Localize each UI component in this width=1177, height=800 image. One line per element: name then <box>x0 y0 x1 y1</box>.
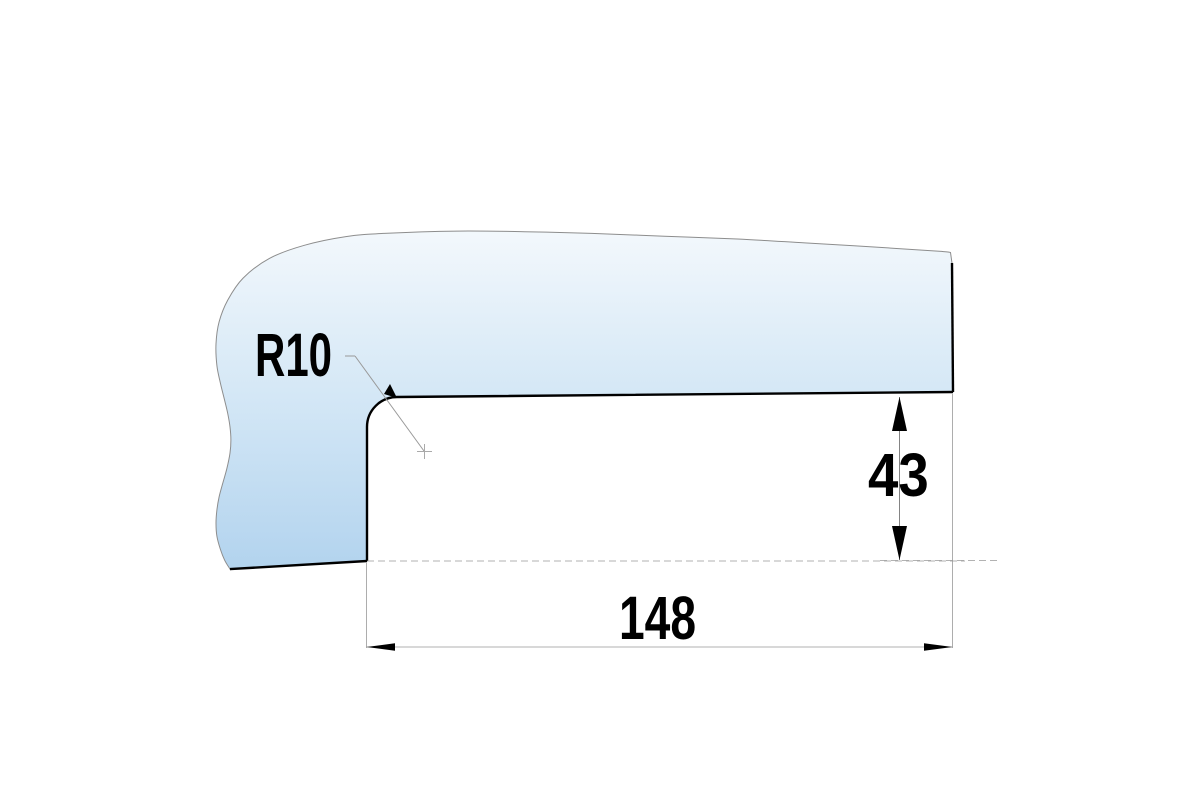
svg-text:43: 43 <box>868 442 929 509</box>
svg-text:148: 148 <box>619 585 696 653</box>
svg-text:R10: R10 <box>255 322 332 390</box>
